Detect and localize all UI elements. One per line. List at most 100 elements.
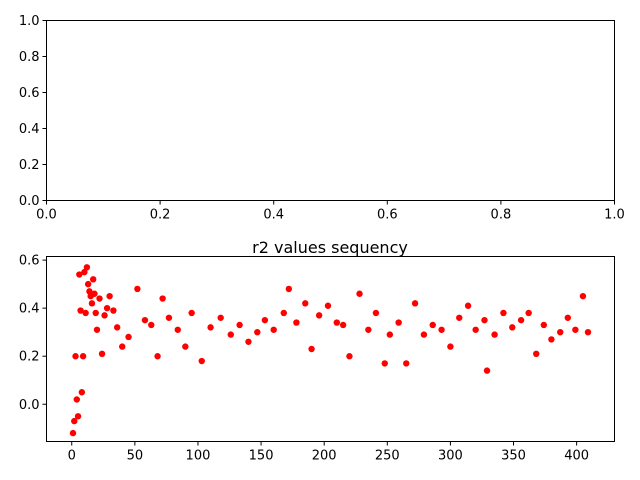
top-x-tick-label: 0.8 [491, 208, 512, 223]
top-y-tick-label: 0.0 [19, 194, 40, 209]
scatter-point [403, 360, 410, 367]
bottom-y-tick-label: 0.0 [19, 398, 40, 413]
scatter-point [525, 309, 532, 317]
scatter-point [198, 357, 205, 365]
scatter-point [548, 336, 555, 343]
bottom-axes-frame [46, 256, 615, 442]
scatter-point [76, 271, 83, 278]
scatter-point [584, 328, 592, 336]
bottom-y-tick-label: 0.2 [19, 350, 40, 365]
top-y-tick-label: 1.0 [19, 14, 40, 29]
top-x-tick-label: 0.0 [36, 208, 57, 223]
scatter-point [280, 309, 287, 317]
scatter-point [572, 326, 579, 333]
top-axes-y-ticks: 0.0 0.2 0.4 0.6 0.8 1.0 [19, 14, 47, 209]
top-y-tick-label: 0.2 [19, 158, 40, 173]
scatter-point [174, 326, 181, 333]
scatter-point [333, 319, 341, 326]
scatter-point [77, 307, 84, 314]
scatter-point [79, 353, 87, 360]
scatter-point [386, 331, 394, 338]
bottom-x-tick-label: 100 [186, 449, 211, 464]
scatter-point [72, 353, 79, 360]
scatter-point [236, 321, 243, 329]
scatter-point [78, 389, 86, 396]
scatter-point [188, 309, 195, 317]
scatter-point [302, 300, 309, 307]
scatter-point [134, 285, 141, 293]
bottom-x-tick-label: 150 [249, 449, 274, 464]
top-y-tick-label: 0.6 [19, 86, 40, 101]
scatter-point [90, 276, 97, 283]
bottom-x-tick-label: 350 [501, 449, 526, 464]
scatter-point [324, 302, 332, 309]
scatter-point [125, 333, 132, 341]
scatter-point [261, 316, 269, 324]
scatter-point [148, 321, 155, 329]
top-axes-frame [46, 20, 615, 201]
scatter-point [557, 328, 564, 336]
top-y-tick-label: 0.4 [19, 122, 40, 137]
scatter-point [339, 321, 347, 329]
scatter-point [308, 345, 315, 353]
bottom-x-tick-label: 300 [438, 449, 463, 464]
scatter-point [74, 413, 82, 420]
bottom-x-tick-label: 50 [127, 449, 144, 464]
scatter-point [154, 353, 161, 360]
scatter-point [101, 312, 108, 319]
scatter-point [270, 326, 277, 333]
scatter-point [500, 309, 507, 317]
scatter-point [472, 326, 479, 333]
bottom-y-tick-label: 0.6 [19, 254, 40, 269]
scatter-point [86, 288, 93, 295]
scatter-point [420, 331, 428, 338]
scatter-point [564, 314, 571, 321]
scatter-point [395, 319, 402, 326]
scatter-point [540, 321, 548, 329]
scatter-point [96, 295, 103, 302]
scatter-point [91, 290, 98, 297]
scatter-point [481, 316, 488, 324]
scatter-point [83, 264, 91, 271]
scatter-point [207, 324, 214, 331]
bottom-x-tick-label: 0 [68, 449, 76, 464]
scatter-point [346, 353, 353, 360]
scatter-point [159, 295, 166, 302]
bottom-axes-y-ticks: 0.0 0.2 0.4 0.6 [19, 254, 47, 413]
top-x-tick-label: 0.4 [263, 208, 284, 223]
top-x-tick-label: 0.2 [150, 208, 171, 223]
scatter-point [447, 343, 454, 350]
bottom-x-tick-label: 250 [375, 449, 400, 464]
scatter-point [491, 331, 498, 338]
scatter-point [372, 309, 380, 317]
scatter-point [579, 292, 587, 300]
chart-title: r2 values sequency [252, 238, 408, 257]
scatter-point [182, 343, 189, 350]
scatter-point [365, 326, 372, 333]
scatter-point [119, 343, 126, 350]
scatter-point [381, 360, 388, 367]
top-x-tick-label: 0.6 [377, 208, 398, 223]
scatter-point [429, 321, 436, 329]
scatter-point [315, 312, 323, 319]
top-x-tick-label: 1.0 [604, 208, 625, 223]
scatter-point [92, 309, 99, 317]
scatter-point [106, 292, 113, 300]
scatter-point [88, 300, 96, 307]
scatter-point [293, 319, 300, 326]
top-axes: 0.0 0.2 0.4 0.6 0.8 1.0 0.0 0.2 0.4 0.6 0.8 1.0 [19, 14, 625, 223]
scatter-point [483, 367, 491, 374]
bottom-axes-x-ticks: 0 50 100 150 200 250 300 350 400 [68, 441, 589, 464]
scatter-point [509, 324, 516, 331]
scatter-point [73, 396, 80, 403]
bottom-y-tick-label: 0.4 [19, 302, 40, 317]
scatter-point [517, 316, 525, 324]
bottom-x-tick-label: 400 [564, 449, 589, 464]
scatter-point [84, 280, 92, 288]
scatter-point [141, 316, 149, 324]
scatter-point [113, 324, 121, 331]
scatter-point [98, 350, 106, 358]
scatter-point [245, 338, 252, 345]
